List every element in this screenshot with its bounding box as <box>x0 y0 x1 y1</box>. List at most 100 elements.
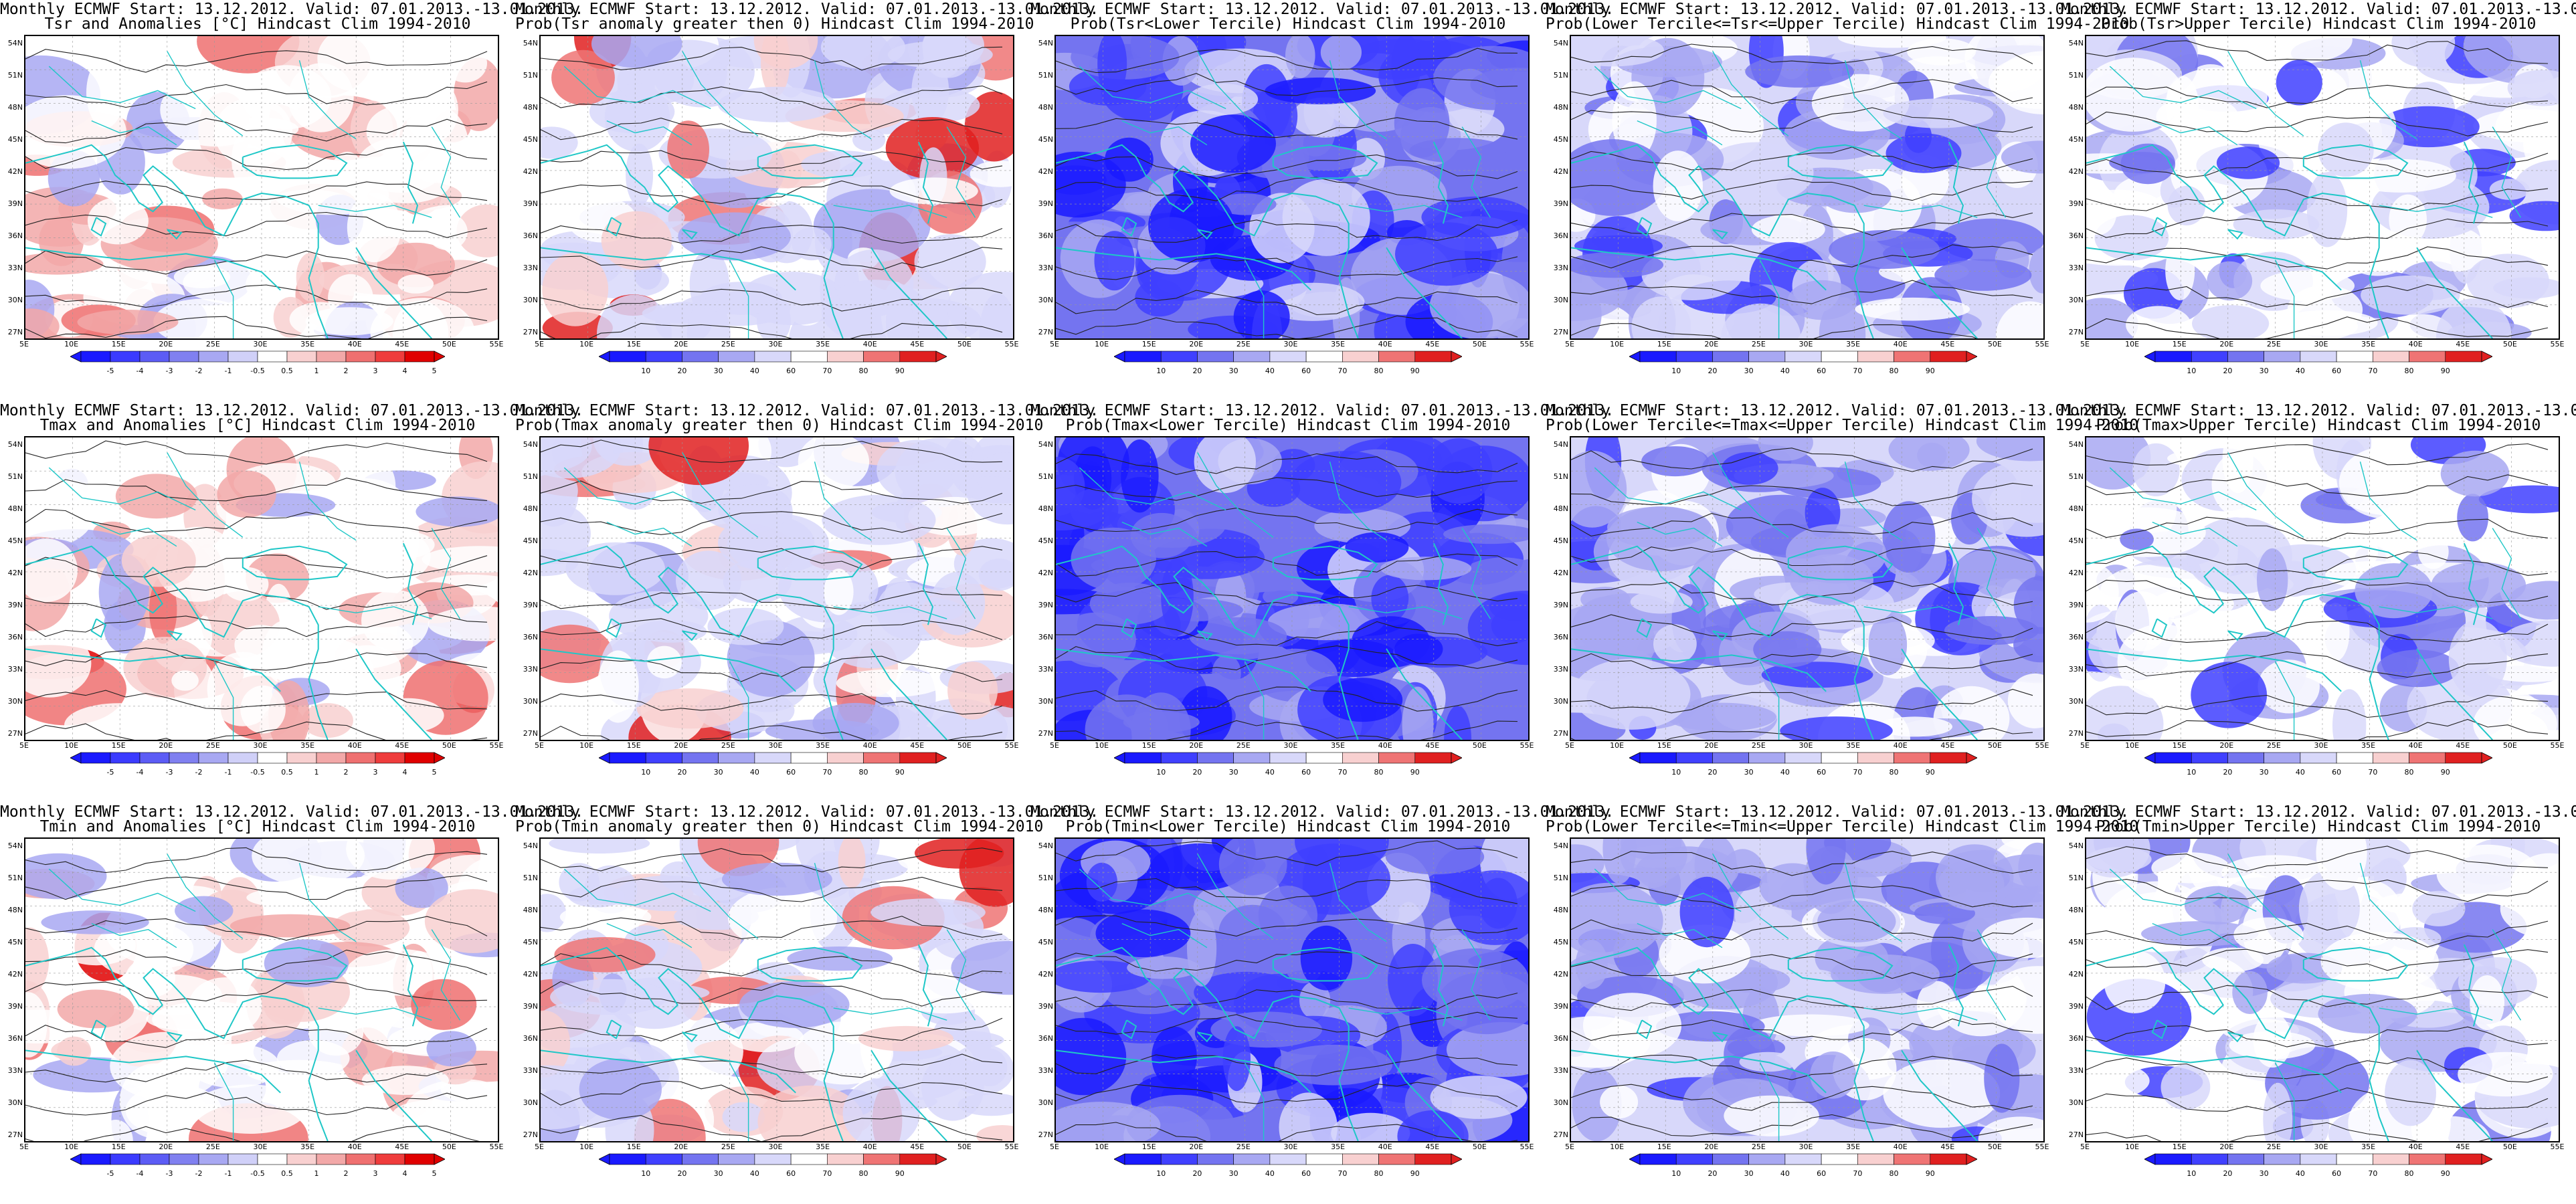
latitude-label: 36N <box>523 231 538 240</box>
latitude-label: 30N <box>1038 697 1053 706</box>
field-shade <box>718 484 791 532</box>
longitude-label: 10E <box>1610 741 1625 750</box>
field-shade <box>428 606 498 641</box>
field-shade <box>2377 649 2460 688</box>
country-border <box>1329 863 1387 942</box>
panel-title: Prob(Tsr>Upper Tercile) Hindcast Clim 19… <box>2100 15 2537 33</box>
colorbar-swatch <box>754 350 792 363</box>
panel-title: Tmin and Anomalies [°C] Hindcast Clim 19… <box>39 818 476 835</box>
longitude-label: 5E <box>19 340 29 348</box>
field-shade <box>456 204 498 258</box>
field-shade <box>25 992 48 1058</box>
field-shade <box>1056 1017 1127 1096</box>
map-panel: Monthly ECMWF Start: 13.12.2012. Valid: … <box>2061 401 2576 803</box>
latitude-label: 36N <box>523 1034 538 1043</box>
colorbar-arrow-right <box>1451 752 1462 764</box>
field-shade <box>2207 261 2253 301</box>
country-border <box>1976 528 2007 619</box>
field-shade <box>1571 450 1627 528</box>
field-shade <box>965 452 1013 525</box>
longitude-label: 5E <box>19 741 29 750</box>
longitude-label: 45E <box>1940 1142 1955 1151</box>
country-border <box>1197 452 1274 538</box>
field-shade <box>798 437 870 490</box>
latitude-label: 51N <box>7 472 23 481</box>
field-shade <box>1130 512 1193 559</box>
field-shade <box>1792 969 1839 993</box>
colorbar-swatch <box>1305 1153 1343 1165</box>
contour-line <box>1571 985 2033 1011</box>
contour-line <box>2086 1025 2549 1047</box>
field-shade <box>678 212 791 261</box>
colorbar-label: 4 <box>402 367 407 375</box>
field-shade <box>2007 673 2043 728</box>
colorbar-arrow-left <box>599 350 610 363</box>
country-border <box>682 51 759 136</box>
contour-line <box>25 874 488 900</box>
colorbar-swatch <box>1784 1153 1822 1165</box>
field-shade <box>1430 1076 1528 1119</box>
country-border <box>48 467 196 511</box>
colorbar-swatch <box>899 1153 937 1165</box>
coastline <box>2086 247 2342 291</box>
colorbar-label: 40 <box>749 768 759 777</box>
panel-title: Tmax and Anomalies [°C] Hindcast Clim 19… <box>39 417 476 434</box>
map-area <box>539 837 1014 1142</box>
field-shade <box>2094 215 2169 261</box>
colorbar-label: 90 <box>1410 367 1420 375</box>
colorbar-swatch <box>257 1153 288 1165</box>
contour-line <box>541 322 1003 338</box>
field-shade <box>1265 77 1376 104</box>
panel-title: Prob(Tsr<Lower Tercile) Hindcast Clim 19… <box>1070 15 1506 33</box>
colorbar-label: 90 <box>895 768 905 777</box>
coastline <box>870 247 947 338</box>
country-border <box>431 929 461 1021</box>
contour-line <box>25 981 488 1001</box>
contour-line <box>1056 117 1518 140</box>
field-shade <box>2191 662 2268 728</box>
longitude-label: 35E <box>1846 340 1861 348</box>
contour-line <box>541 288 1003 312</box>
field-shade <box>2201 1110 2246 1141</box>
field-shade <box>686 298 731 338</box>
field-shade <box>2448 619 2507 698</box>
contour-line <box>1056 256 1518 280</box>
latitude-label: 39N <box>1553 1002 1568 1011</box>
colorbar-label: 70 <box>1853 768 1863 777</box>
field-shade <box>2151 852 2230 884</box>
longitude-label: 10E <box>1610 340 1625 348</box>
contour-line <box>2086 84 2549 108</box>
field-shade <box>1630 590 1693 614</box>
field-shade <box>2216 146 2280 179</box>
longitude-label: 20E <box>674 1142 688 1151</box>
contour-line <box>541 656 1003 682</box>
colorbar-label: 40 <box>1265 367 1275 375</box>
contour-line <box>541 85 1003 111</box>
colorbar-label: -3 <box>165 768 173 777</box>
field-shade <box>2316 839 2367 890</box>
country-border <box>563 868 711 912</box>
colorbar-swatch <box>1639 752 1677 764</box>
field-shade <box>1348 138 1385 181</box>
panel-header: Monthly ECMWF Start: 13.12.2012. Valid: … <box>2061 1 2576 18</box>
map-panel: Monthly ECMWF Start: 13.12.2012. Valid: … <box>1030 0 1614 401</box>
country-border <box>1121 120 1208 146</box>
latitude-label: 45N <box>1038 135 1053 144</box>
longitude-label: 40E <box>1893 1142 1908 1151</box>
map-field-svg <box>1571 437 2043 740</box>
colorbar-label: -3 <box>165 1169 173 1178</box>
colorbar-swatch <box>2154 350 2192 363</box>
contour-line <box>2086 1057 2549 1083</box>
colorbar-label: 60 <box>786 1169 796 1178</box>
field-shade <box>401 105 468 183</box>
latitude-label: 42N <box>1553 569 1568 577</box>
contour-line <box>2086 620 2549 643</box>
contour-line <box>1056 219 1518 243</box>
contour-line <box>1056 177 1518 202</box>
coastline <box>917 542 934 625</box>
map-area <box>1570 837 2045 1142</box>
field-shade <box>1621 839 1682 860</box>
field-shade <box>1385 839 1485 875</box>
colorbar-swatch <box>1748 752 1786 764</box>
coastline <box>1948 141 1964 224</box>
